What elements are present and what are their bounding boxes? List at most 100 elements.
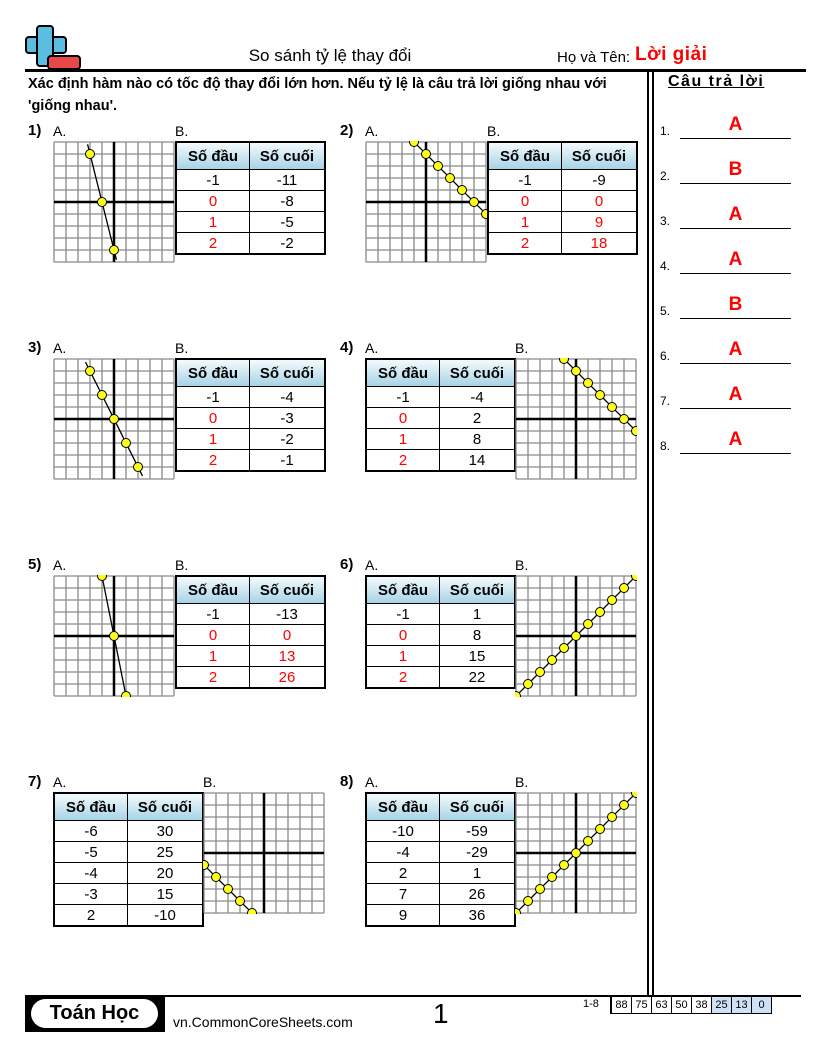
data-point — [571, 366, 581, 376]
value-table: Số đầu Số cuối -1 -4 0 2 1 8 2 14 — [365, 358, 516, 472]
coordinate-graph — [203, 792, 325, 914]
table-cell: -2 — [249, 428, 326, 450]
value-table: Số đầu Số cuối -1 -4 0 -3 1 -2 2 -1 — [175, 358, 326, 472]
score-cell: 88 — [611, 997, 631, 1013]
coordinate-graph — [53, 141, 175, 263]
part-a-label: A. — [365, 123, 379, 139]
data-point — [133, 462, 143, 472]
data-point — [559, 643, 569, 653]
answer-line — [680, 318, 791, 319]
table-cell: -5 — [249, 211, 326, 233]
table-header: Số cuối — [249, 575, 326, 604]
table-cell: 2 — [439, 407, 516, 429]
answer-value: A — [728, 249, 743, 270]
score-cell: 13 — [731, 997, 751, 1013]
table-row: 1 -2 — [175, 428, 326, 450]
table-cell: -2 — [249, 232, 326, 255]
table-row: -6 30 — [53, 820, 204, 842]
data-point — [223, 884, 233, 894]
coordinate-graph — [53, 575, 175, 697]
table-cell: 2 — [487, 232, 562, 255]
data-point — [631, 792, 637, 798]
problem-number: 5) — [28, 556, 42, 573]
table-cell: -10 — [365, 820, 440, 842]
score-range-label: 1-8 — [583, 998, 599, 1010]
column-divider — [647, 71, 649, 996]
table-header: Số đầu — [365, 575, 440, 604]
table-header-row: Số đầu Số cuối — [53, 792, 204, 821]
data-point — [409, 141, 419, 147]
data-point — [619, 414, 629, 424]
table-cell: 9 — [561, 211, 638, 233]
table-header: Số đầu — [175, 575, 250, 604]
page-number: 1 — [433, 998, 449, 1029]
answer-number: 8. — [660, 439, 671, 453]
table-cell: 25 — [127, 841, 204, 863]
table-cell: 15 — [127, 883, 204, 905]
table-cell: 1 — [487, 211, 562, 233]
data-point — [247, 908, 257, 914]
data-point — [619, 800, 629, 810]
table-row: 2 -1 — [175, 449, 326, 472]
table-cell: 1 — [439, 603, 516, 625]
value-table: Số đầu Số cuối -1 -13 0 0 1 13 2 26 — [175, 575, 326, 689]
table-row: -1 1 — [365, 603, 516, 625]
table-row: -1 -4 — [365, 386, 516, 408]
table-header-row: Số đầu Số cuối — [175, 575, 326, 604]
table-cell: 1 — [175, 645, 250, 667]
header-divider — [25, 69, 806, 72]
worksheet-title: So sánh tỷ lệ thay đổi — [248, 46, 412, 65]
table-row: 1 13 — [175, 645, 326, 667]
table-row: 0 -8 — [175, 190, 326, 212]
site-url: vn.CommonCoreSheets.com — [173, 1014, 353, 1030]
table-row: -1 -11 — [175, 169, 326, 191]
data-point — [607, 402, 617, 412]
table-cell: 13 — [249, 645, 326, 667]
data-point — [109, 245, 119, 255]
answer-number: 2. — [660, 169, 671, 183]
table-cell: 1 — [365, 645, 440, 667]
part-b-label: B. — [203, 774, 217, 790]
table-cell: -8 — [249, 190, 326, 212]
answer-number: 4. — [660, 259, 671, 273]
part-b-label: B. — [487, 123, 501, 139]
data-point — [523, 896, 533, 906]
table-header-row: Số đầu Số cuối — [175, 358, 326, 387]
table-header-row: Số đầu Số cuối — [365, 358, 516, 387]
table-header: Số cuối — [439, 792, 516, 821]
part-a-label: A. — [53, 774, 67, 790]
answer-number: 5. — [660, 304, 671, 318]
table-cell: -1 — [175, 603, 250, 625]
table-row: 2 26 — [175, 666, 326, 689]
data-point — [595, 607, 605, 617]
value-table: Số đầu Số cuối -1 1 0 8 1 15 2 22 — [365, 575, 516, 689]
answer-line — [680, 138, 791, 139]
table-cell: -4 — [53, 862, 128, 884]
table-row: 2 -2 — [175, 232, 326, 255]
answer-line — [680, 408, 791, 409]
part-b-label: B. — [515, 774, 529, 790]
data-point — [515, 691, 521, 697]
data-point — [619, 583, 629, 593]
table-cell: -1 — [365, 386, 440, 408]
part-a-label: A. — [365, 774, 379, 790]
table-cell: 0 — [175, 190, 250, 212]
data-point — [583, 378, 593, 388]
table-cell: 36 — [439, 904, 516, 927]
problem-number: 6) — [340, 556, 354, 573]
table-cell: 2 — [175, 232, 250, 255]
table-header: Số cuối — [439, 575, 516, 604]
data-point — [547, 655, 557, 665]
table-header-row: Số đầu Số cuối — [175, 141, 326, 170]
table-header: Số cuối — [127, 792, 204, 821]
table-header: Số cuối — [561, 141, 638, 170]
table-cell: 20 — [127, 862, 204, 884]
table-cell: 2 — [365, 449, 440, 472]
data-point — [547, 872, 557, 882]
problem-number: 7) — [28, 773, 42, 790]
answer-value: B — [728, 159, 743, 180]
table-row: 2 -10 — [53, 904, 204, 927]
